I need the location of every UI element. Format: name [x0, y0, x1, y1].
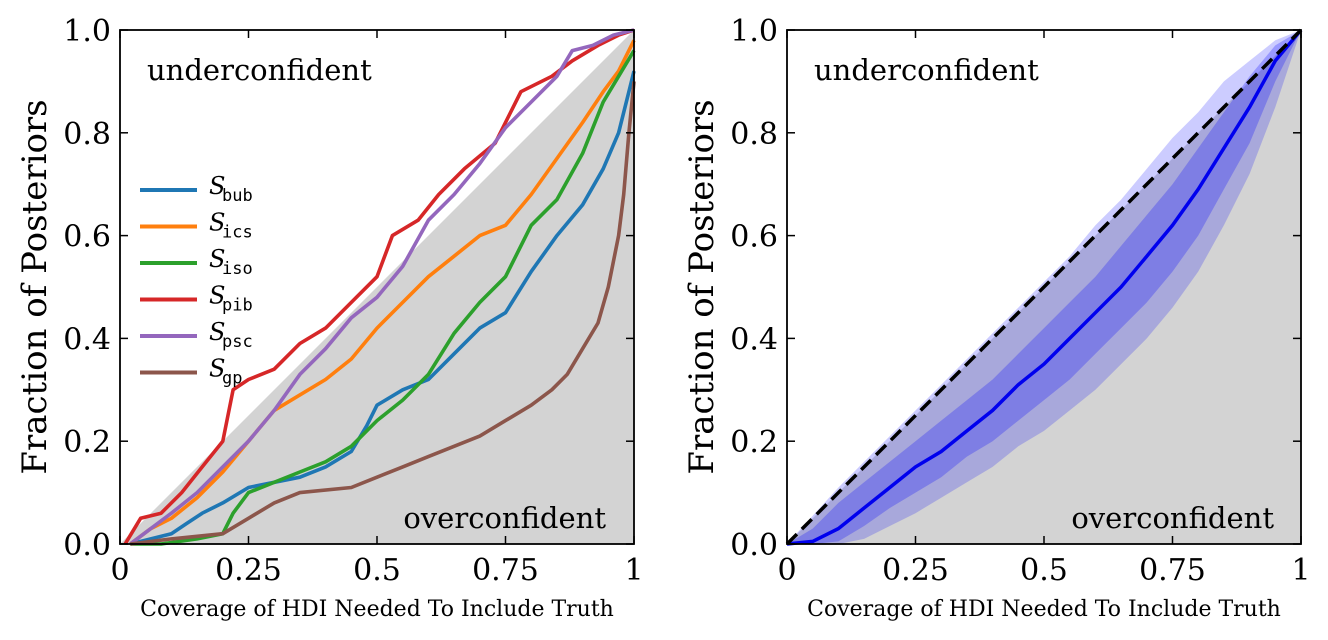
x-axis-title-right: Coverage of HDI Needed To Include Truth: [807, 597, 1281, 622]
right-xtick-label: 0.25: [882, 553, 949, 588]
ticks-left: 0 0.25 0.5 0.75 1 0.0 0.2 0.4 0.6 0.8 1.0: [63, 14, 643, 588]
series-line-bub: [129, 70, 636, 546]
legend-subscript-ics: ics: [222, 223, 253, 243]
right-ytick-label: 0.6: [730, 220, 778, 255]
left-ytick-label: 0.6: [63, 220, 111, 255]
legend-subscript-gp: gp: [222, 369, 242, 389]
left-xtick-label: 0.25: [215, 553, 282, 588]
right-xtick-label: 0.5: [1020, 553, 1068, 588]
right-ytick-label: 1.0: [730, 14, 778, 49]
right-xtick-label: 0.75: [1139, 553, 1206, 588]
legend-label-iso: S: [209, 245, 225, 273]
legend-subscript-bub: bub: [222, 186, 253, 206]
left-xtick-label: 0.5: [353, 553, 401, 588]
annotation-underconfident-right: underconfident: [814, 53, 1039, 87]
right-ytick-label: 0.8: [730, 117, 778, 152]
right-xtick-label: 1: [1291, 553, 1310, 588]
legend-subscript-psc: psc: [222, 332, 253, 352]
legend-label-ics: S: [209, 209, 225, 237]
right-ytick-label: 0.2: [730, 425, 778, 460]
left-ytick-label: 0.0: [63, 528, 111, 563]
left-panel: 0 0.25 0.5 0.75 1 0.0 0.2 0.4 0.6 0.8 1.0 undercon…: [15, 14, 644, 622]
ticks-right: 0 0.25 0.5 0.75 1 0.0 0.2 0.4 0.6 0.8 1.0: [730, 14, 1310, 588]
annotation-underconfident-left: underconfident: [147, 53, 372, 87]
x-axis-title-left: Coverage of HDI Needed To Include Truth: [140, 597, 614, 622]
series-group-left: [123, 28, 636, 546]
left-ytick-label: 0.4: [63, 322, 111, 357]
left-ytick-label: 1.0: [63, 14, 111, 49]
legend-subscript-pib: pib: [222, 296, 253, 316]
left-xtick-label: 0.75: [472, 553, 539, 588]
right-panel: 0 0.25 0.5 0.75 1 0.0 0.2 0.4 0.6 0.8 1.0 undercon…: [682, 14, 1311, 622]
right-ytick-label: 0.0: [730, 528, 778, 563]
series-line-gp: [130, 81, 636, 546]
reference-diagonal-right: [785, 28, 1303, 546]
series-line-pib: [123, 28, 635, 545]
series-line-psc: [129, 28, 635, 546]
annotation-overconfident-left: overconfident: [403, 501, 606, 535]
annotation-overconfident-right: overconfident: [1071, 501, 1274, 535]
legend-label-pib: S: [209, 282, 225, 310]
right-xtick-label: 0: [777, 553, 796, 588]
left-xtick-label: 1: [624, 553, 643, 588]
y-axis-title-left: Fraction of Posteriors: [15, 99, 55, 474]
legend-label-psc: S: [209, 318, 225, 346]
overconfident-region-left: [120, 30, 634, 544]
legend-label-bub: S: [209, 172, 225, 200]
series-line-iso: [130, 49, 636, 546]
left-ytick-label: 0.2: [63, 425, 111, 460]
right-ytick-label: 0.4: [730, 322, 778, 357]
legend-label-gp: S: [209, 355, 225, 383]
series-line-ics: [129, 39, 636, 546]
median-line-right: [786, 28, 1303, 546]
left-xtick-label: 0: [110, 553, 129, 588]
legend-subscript-iso: iso: [222, 259, 253, 279]
y-axis-title-right: Fraction of Posteriors: [682, 99, 722, 474]
left-ytick-label: 0.8: [63, 117, 111, 152]
